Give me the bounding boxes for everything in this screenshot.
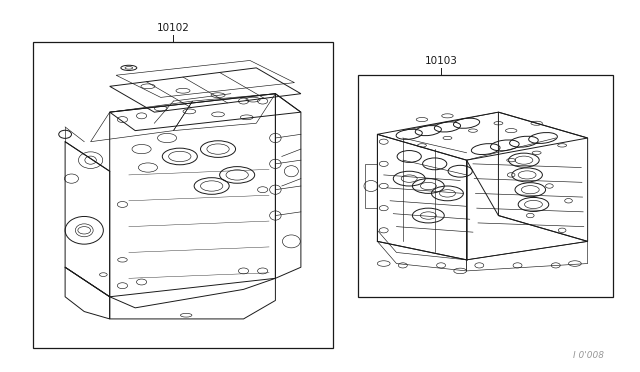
Bar xyxy=(33,42,333,349)
Bar xyxy=(358,75,613,297)
Text: I 0'008: I 0'008 xyxy=(573,350,604,359)
Text: 10102: 10102 xyxy=(157,23,190,33)
Text: 10103: 10103 xyxy=(424,56,458,66)
